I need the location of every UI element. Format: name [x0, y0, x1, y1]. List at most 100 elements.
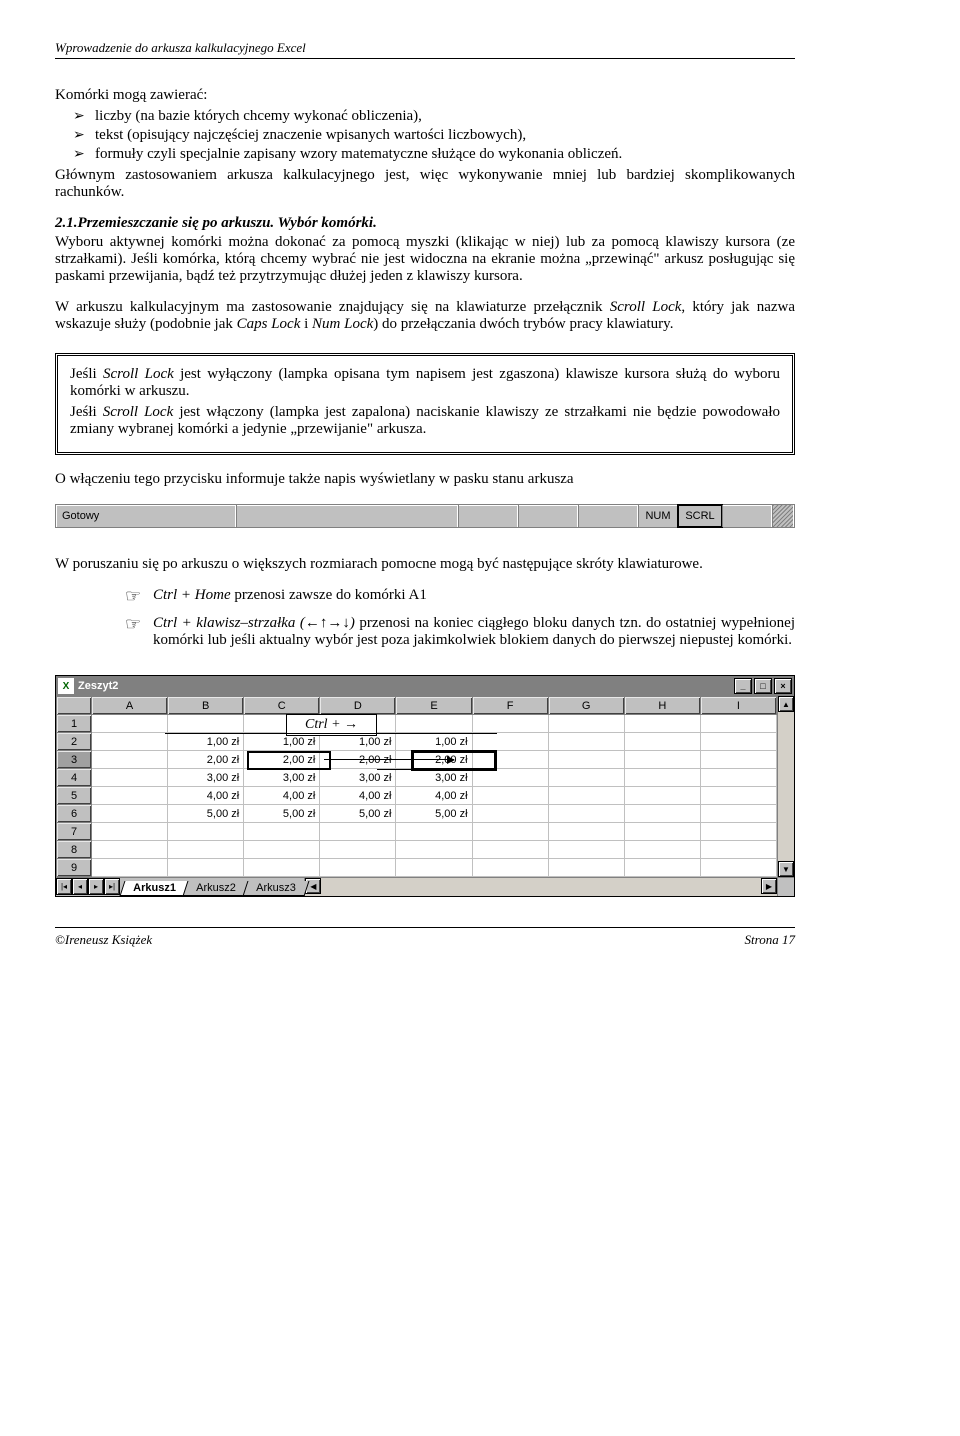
cell[interactable] [472, 859, 548, 877]
row-header[interactable]: 7 [57, 823, 92, 841]
scroll-right-button[interactable]: ▶ [761, 878, 777, 894]
cell[interactable] [548, 823, 624, 841]
horizontal-scrollbar[interactable]: ◀ ▶ [304, 878, 794, 896]
cell[interactable] [92, 841, 168, 859]
scroll-track[interactable] [321, 878, 761, 896]
cell[interactable] [548, 841, 624, 859]
col-header[interactable]: E [396, 697, 472, 715]
cell[interactable] [472, 733, 548, 751]
cell[interactable] [472, 805, 548, 823]
cell[interactable] [320, 823, 396, 841]
cell[interactable] [92, 751, 168, 769]
cell[interactable]: 5,00 zł [320, 805, 396, 823]
cell[interactable]: 2,00 zł [244, 751, 320, 769]
row-header[interactable]: 2 [57, 733, 92, 751]
sheet-grid[interactable]: ABCDEFGHI121,00 zł1,00 zł1,00 zł1,00 zł3… [56, 696, 777, 877]
cell[interactable] [472, 787, 548, 805]
row-header[interactable]: 5 [57, 787, 92, 805]
cell[interactable] [548, 859, 624, 877]
close-button[interactable]: × [774, 678, 792, 694]
cell[interactable] [624, 787, 700, 805]
cell[interactable] [244, 841, 320, 859]
cell[interactable]: 3,00 zł [320, 769, 396, 787]
cell[interactable]: 3,00 zł [244, 769, 320, 787]
scroll-track[interactable] [778, 712, 794, 861]
sheet-tab[interactable]: Arkusz3 [242, 881, 309, 896]
cell[interactable]: 4,00 zł [396, 787, 472, 805]
cell[interactable] [244, 823, 320, 841]
cell[interactable] [472, 841, 548, 859]
cell[interactable] [700, 823, 776, 841]
cell[interactable] [624, 769, 700, 787]
cell[interactable] [92, 769, 168, 787]
row-header[interactable]: 4 [57, 769, 92, 787]
cell[interactable] [396, 859, 472, 877]
cell[interactable] [92, 859, 168, 877]
cell[interactable] [624, 859, 700, 877]
cell[interactable] [396, 841, 472, 859]
cell[interactable] [700, 787, 776, 805]
cell[interactable] [700, 859, 776, 877]
cell[interactable]: 3,00 zł [396, 769, 472, 787]
cell[interactable] [92, 733, 168, 751]
cell[interactable] [700, 769, 776, 787]
row-header[interactable]: 6 [57, 805, 92, 823]
cell[interactable]: 2,00 zł [168, 751, 244, 769]
cell[interactable] [700, 841, 776, 859]
cell[interactable] [624, 841, 700, 859]
tab-first-button[interactable]: |◂ [56, 878, 72, 895]
cell[interactable] [548, 787, 624, 805]
cell[interactable] [92, 805, 168, 823]
row-header[interactable]: 8 [57, 841, 92, 859]
tab-prev-button[interactable]: ◂ [72, 878, 88, 895]
cell[interactable]: 5,00 zł [168, 805, 244, 823]
cell[interactable]: 4,00 zł [168, 787, 244, 805]
cell[interactable] [548, 805, 624, 823]
col-header[interactable]: B [168, 697, 244, 715]
sheet-tab[interactable]: Arkusz2 [182, 881, 249, 896]
cell[interactable] [624, 733, 700, 751]
minimize-button[interactable]: _ [734, 678, 752, 694]
cell[interactable] [624, 751, 700, 769]
cell[interactable] [700, 733, 776, 751]
cell[interactable] [472, 769, 548, 787]
cell[interactable]: 3,00 zł [168, 769, 244, 787]
cell[interactable] [472, 751, 548, 769]
cell[interactable] [472, 823, 548, 841]
cell[interactable] [624, 805, 700, 823]
cell[interactable] [168, 859, 244, 877]
row-header[interactable]: 1 [57, 715, 92, 733]
col-header[interactable]: F [472, 697, 548, 715]
cell[interactable] [624, 715, 700, 733]
cell[interactable] [700, 751, 776, 769]
col-header[interactable]: G [548, 697, 624, 715]
cell[interactable]: 4,00 zł [320, 787, 396, 805]
row-header[interactable]: 3 [57, 751, 92, 769]
maximize-button[interactable]: □ [754, 678, 772, 694]
cell[interactable] [168, 715, 244, 733]
vertical-scrollbar[interactable]: ▲ ▼ [777, 696, 794, 877]
col-header[interactable]: C [244, 697, 320, 715]
cell[interactable] [700, 805, 776, 823]
cell[interactable]: 5,00 zł [396, 805, 472, 823]
row-header[interactable]: 9 [57, 859, 92, 877]
cell[interactable] [396, 823, 472, 841]
col-header[interactable]: A [92, 697, 168, 715]
col-header[interactable]: H [624, 697, 700, 715]
cell[interactable] [244, 859, 320, 877]
cell[interactable] [92, 715, 168, 733]
cell[interactable] [168, 841, 244, 859]
cell[interactable]: 4,00 zł [244, 787, 320, 805]
col-header[interactable]: D [320, 697, 396, 715]
sheet-tab[interactable]: Arkusz1 [120, 881, 190, 896]
cell[interactable] [548, 715, 624, 733]
cell[interactable]: 1,00 zł [168, 733, 244, 751]
col-header[interactable]: I [700, 697, 776, 715]
cell[interactable]: 1,00 zł [396, 733, 472, 751]
cell[interactable] [624, 823, 700, 841]
cell[interactable] [396, 715, 472, 733]
cell[interactable] [548, 769, 624, 787]
cell[interactable] [92, 787, 168, 805]
cell[interactable] [92, 823, 168, 841]
cell[interactable]: 5,00 zł [244, 805, 320, 823]
